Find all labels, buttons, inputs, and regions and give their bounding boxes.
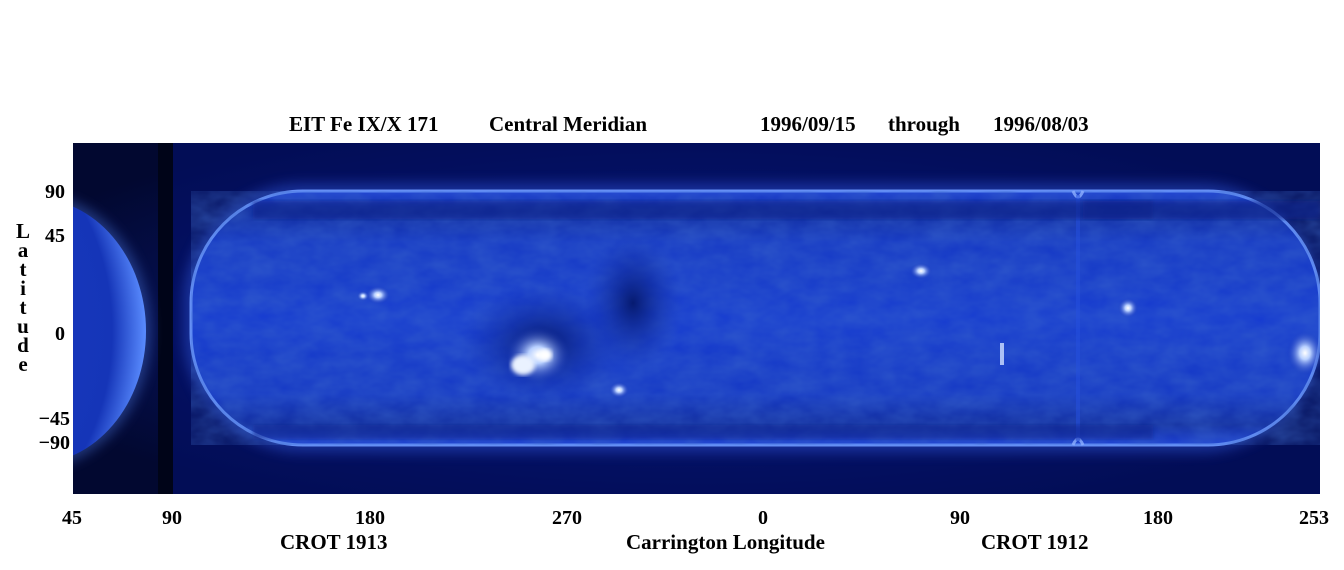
rotation-label-1913: CROT 1913 [280,530,388,554]
x-tick-0: 0 [758,507,768,529]
title-instrument: EIT Fe IX/X 171 [289,112,439,136]
x-tick-90: 90 [162,507,182,529]
synoptic-map-image [73,143,1320,494]
y-axis-label-letter: e [18,352,28,376]
y-tick-0: 0 [55,323,65,345]
x-tick-253: 253 [1299,507,1329,529]
y-axis-label-letter: a [17,238,29,262]
y-tick-minus-90: −90 [38,432,70,454]
title-through: through [888,112,960,136]
x-tick-180: 180 [355,507,385,529]
x-tick-180-second: 180 [1143,507,1173,529]
y-tick-45: 45 [45,225,65,247]
y-axis-label-letter: u [17,314,29,338]
x-axis-label: Carrington Longitude [626,530,825,554]
title-end-date: 1996/08/03 [993,112,1089,136]
y-tick-minus-45: −45 [38,408,70,430]
x-tick-45: 45 [62,507,82,529]
y-axis-label-letter: t [19,257,27,281]
rotation-label-1912: CROT 1912 [981,530,1089,554]
y-axis-label-letter: d [17,333,29,357]
x-tick-270: 270 [552,507,582,529]
title-start-date: 1996/09/15 [760,112,856,136]
y-axis-label-letter: i [20,276,26,300]
x-tick-90-second: 90 [950,507,970,529]
y-axis-label-letter: t [19,295,27,319]
y-axis-label-letter: L [15,219,30,243]
y-tick-90: 90 [45,181,65,203]
title-view: Central Meridian [489,112,648,136]
